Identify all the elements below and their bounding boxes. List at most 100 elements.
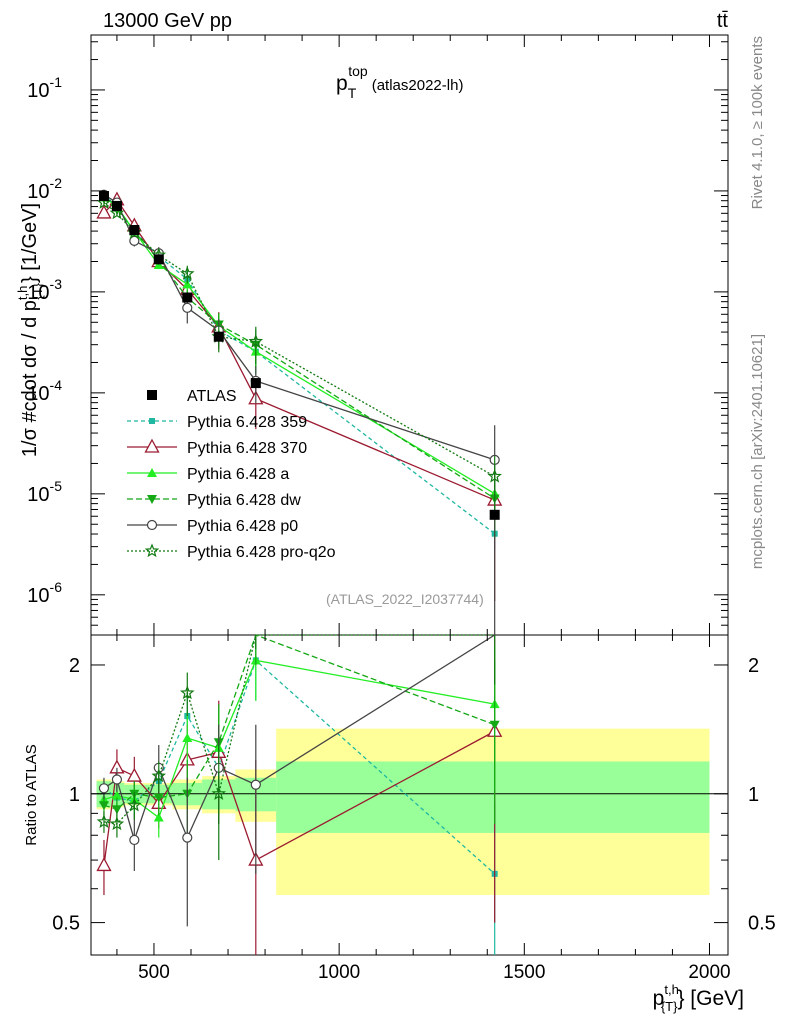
marker-square <box>250 378 261 389</box>
y-tick-label: 10-6 <box>27 579 62 607</box>
ratio-y-axis-label: Ratio to ATLAS <box>23 744 40 845</box>
y-tick-label: 10-5 <box>27 478 62 506</box>
legend-item: ATLAS <box>147 388 237 405</box>
marker-square <box>98 191 109 202</box>
marker-triangle-open <box>96 857 112 872</box>
marker-circle <box>111 774 123 785</box>
x-tick-label: 1500 <box>503 962 545 983</box>
legend: ATLAS Pythia 6.428 359 Pythia 6.428 370 Pyt… <box>127 388 336 561</box>
marker-circle <box>182 302 193 313</box>
ratio-tick-label: 2 <box>748 655 759 677</box>
marker-triangle <box>147 468 157 477</box>
marker-triangle <box>153 812 164 822</box>
marker-star <box>180 266 195 280</box>
series-line <box>103 194 496 535</box>
ratio-tick-label: 1 <box>69 784 80 806</box>
marker-triangle <box>182 279 193 289</box>
series-line <box>103 659 496 875</box>
y-tick-label: 10-4 <box>27 377 62 405</box>
ratio-bands <box>96 728 710 896</box>
marker-square <box>153 254 164 265</box>
marker-triangle-down <box>153 793 164 803</box>
series-line <box>103 634 495 825</box>
legend-item: Pythia 6.428 dw <box>127 492 301 509</box>
y-axis-label: 1/σ #cdot dσ / d pt,h{T}} [1/GeV] <box>15 203 45 457</box>
data-series <box>98 191 500 520</box>
legend-item: Pythia 6.428 p0 <box>127 518 298 535</box>
ratio-tick-label: 0.5 <box>52 913 80 935</box>
marker-triangle-down <box>147 495 157 504</box>
title-sub: T <box>348 85 357 101</box>
marker-triangle-open <box>96 204 112 219</box>
y-tick-label: 10-1 <box>27 74 62 102</box>
marker-square <box>147 390 157 400</box>
legend-label: Pythia 6.428 a <box>187 466 289 483</box>
x-tick-label: 500 <box>138 962 170 983</box>
marker-square <box>182 292 193 303</box>
marker-triangle-down <box>111 805 122 815</box>
marker-star <box>109 816 125 831</box>
marker-square <box>213 331 224 342</box>
marker-star <box>144 543 160 558</box>
main-series <box>96 189 503 635</box>
analysis-tag: (ATLAS_2022_I2037744) <box>326 591 484 607</box>
main-series-group <box>96 195 502 517</box>
x-tick-label: 2000 <box>688 962 730 983</box>
marker-square <box>111 200 122 211</box>
collision-label: 13000 GeV pp <box>103 10 232 32</box>
marker-square <box>129 225 140 236</box>
legend-item: Pythia 6.428 pro-q2o <box>127 543 336 561</box>
series-line <box>103 202 495 477</box>
ratio-band-inner <box>276 761 710 833</box>
marker-star <box>487 468 502 483</box>
ratio-series <box>96 634 503 955</box>
series-line <box>103 634 495 811</box>
marker-triangle <box>111 790 122 800</box>
marker-circle <box>129 834 140 846</box>
main-series-group <box>98 192 500 534</box>
rivet-version-label: Rivet 4.1.0, ≥ 100k events <box>749 36 766 209</box>
legend-label: Pythia 6.428 359 <box>187 414 307 431</box>
marker-star <box>109 205 125 220</box>
chart-title: pTtop(atlas2022-lh) <box>336 63 463 101</box>
marker-triangle-open <box>144 438 160 453</box>
axes: 500 1000 1500 2000 10-6 10-5 10-4 10-3 10-2 10-1 0… <box>27 35 776 983</box>
marker-star <box>211 786 227 800</box>
legend-item: Pythia 6.428 359 <box>127 414 307 431</box>
series-line <box>103 634 496 843</box>
marker-triangle-open <box>126 767 142 782</box>
legend-label: Pythia 6.428 p0 <box>187 518 298 535</box>
title-sup: top <box>348 63 368 79</box>
marker-circle <box>182 832 193 843</box>
marker-star <box>151 768 167 783</box>
title-suffix: (atlas2022-lh) <box>372 77 464 94</box>
process-label: tt̄ <box>717 10 729 32</box>
marker-circle <box>129 235 140 247</box>
legend-label: ATLAS <box>187 388 237 405</box>
legend-item: Pythia 6.428 370 <box>127 438 307 457</box>
marker-circle <box>250 779 261 790</box>
ratio-series-group <box>96 634 496 861</box>
marker-triangle-down <box>489 720 500 730</box>
ratio-panel-frame <box>90 634 729 956</box>
marker-triangle <box>182 733 193 743</box>
legend-label: Pythia 6.428 dw <box>187 492 301 509</box>
ratio-tick-label: 2 <box>69 655 80 677</box>
mcplots-label: mcplots.cern.ch [arXiv:2401.10621] <box>749 334 766 569</box>
legend-item: Pythia 6.428 a <box>127 466 289 483</box>
legend-label: Pythia 6.428 370 <box>187 440 307 457</box>
legend-label: Pythia 6.428 pro-q2o <box>187 544 336 561</box>
marker-star <box>180 685 195 700</box>
marker-star <box>127 797 142 812</box>
x-axis-label: pt,h {T}} [GeV] <box>653 982 744 1014</box>
marker-triangle-down <box>98 801 109 811</box>
ratio-tick-label: 1 <box>748 784 759 806</box>
title-main: p <box>336 72 348 95</box>
marker-circle <box>146 519 158 531</box>
y-tick-label: 10-2 <box>27 175 62 203</box>
marker-square <box>149 418 155 424</box>
marker-star <box>96 814 112 829</box>
ratio-tick-label: 0.5 <box>748 913 776 935</box>
marker-star <box>248 333 264 348</box>
